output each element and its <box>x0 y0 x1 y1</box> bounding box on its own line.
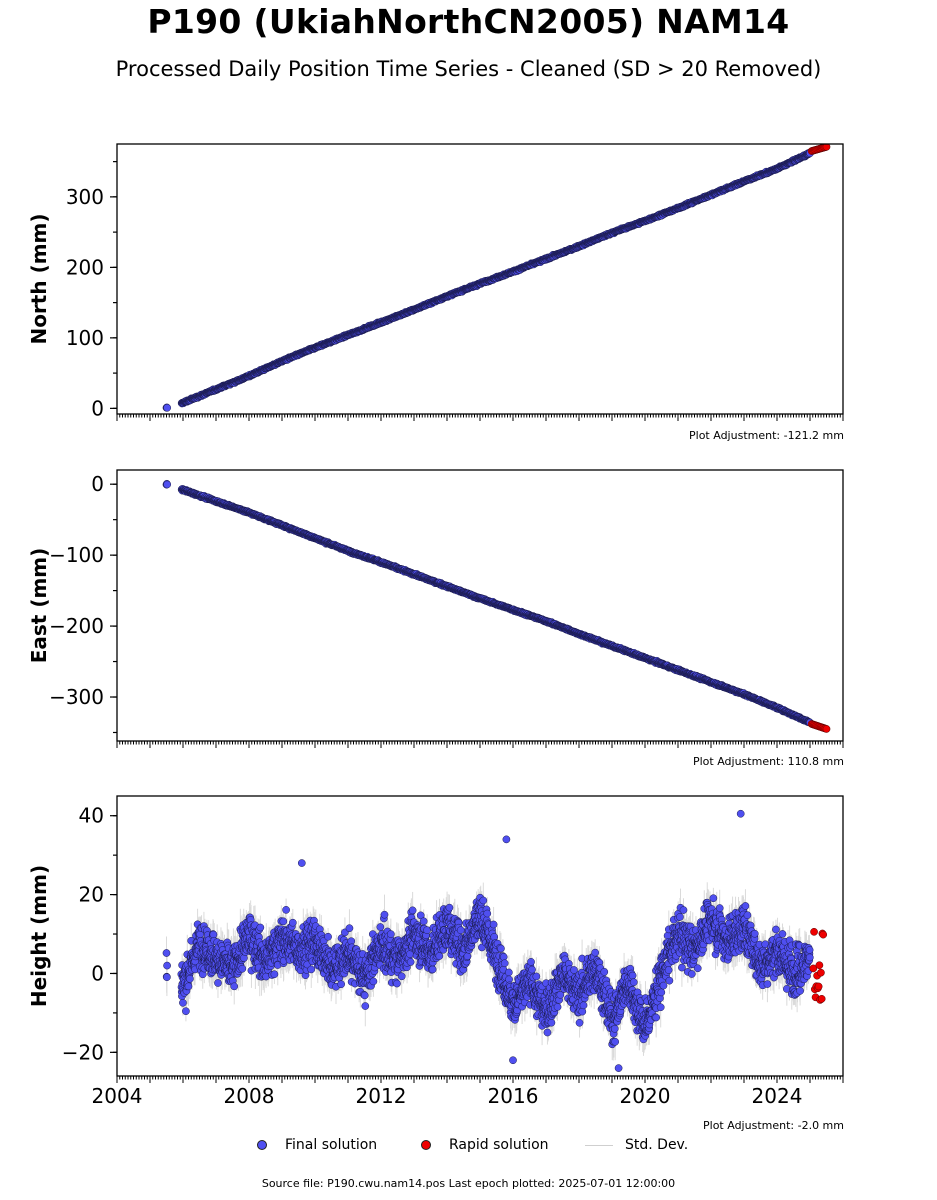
north-panel: 0 100 200 300 North (mm) <box>27 143 844 421</box>
east-axis-label: East (mm) <box>27 548 51 664</box>
final-point <box>163 480 172 489</box>
north-axis-label: North (mm) <box>27 213 51 344</box>
chart-title: P190 (UkiahNorthCN2005) NAM14 <box>147 2 790 41</box>
north-y-ticks <box>110 161 117 409</box>
east-final-points <box>162 479 814 727</box>
north-rapid-points <box>807 144 831 155</box>
east-rapid-points <box>807 720 831 733</box>
rapid-point <box>822 725 831 733</box>
y-tick-label: 200 <box>66 255 104 279</box>
chart-subtitle: Processed Daily Position Time Series - C… <box>115 57 822 81</box>
y-tick-label: −100 <box>49 543 104 567</box>
east-frame <box>116 469 844 742</box>
final-point <box>163 403 172 412</box>
y-tick-label: 100 <box>66 326 104 350</box>
y-tick-label: 300 <box>66 185 104 209</box>
height-plot-area <box>162 809 828 1072</box>
east-panel: −300 −200 −100 0 East (mm) <box>27 469 844 748</box>
y-tick-label: −200 <box>49 614 104 638</box>
y-tick-label: 0 <box>91 396 104 420</box>
north-x-ticks <box>116 414 844 421</box>
rapid-point <box>822 144 831 151</box>
east-x-ticks <box>116 741 844 748</box>
east-y-ticks <box>110 483 117 734</box>
north-plot-area <box>162 144 831 412</box>
y-tick-label: 0 <box>91 472 104 496</box>
east-plot-area <box>162 479 831 733</box>
north-final-points <box>162 148 814 412</box>
y-tick-label: −300 <box>49 685 104 709</box>
